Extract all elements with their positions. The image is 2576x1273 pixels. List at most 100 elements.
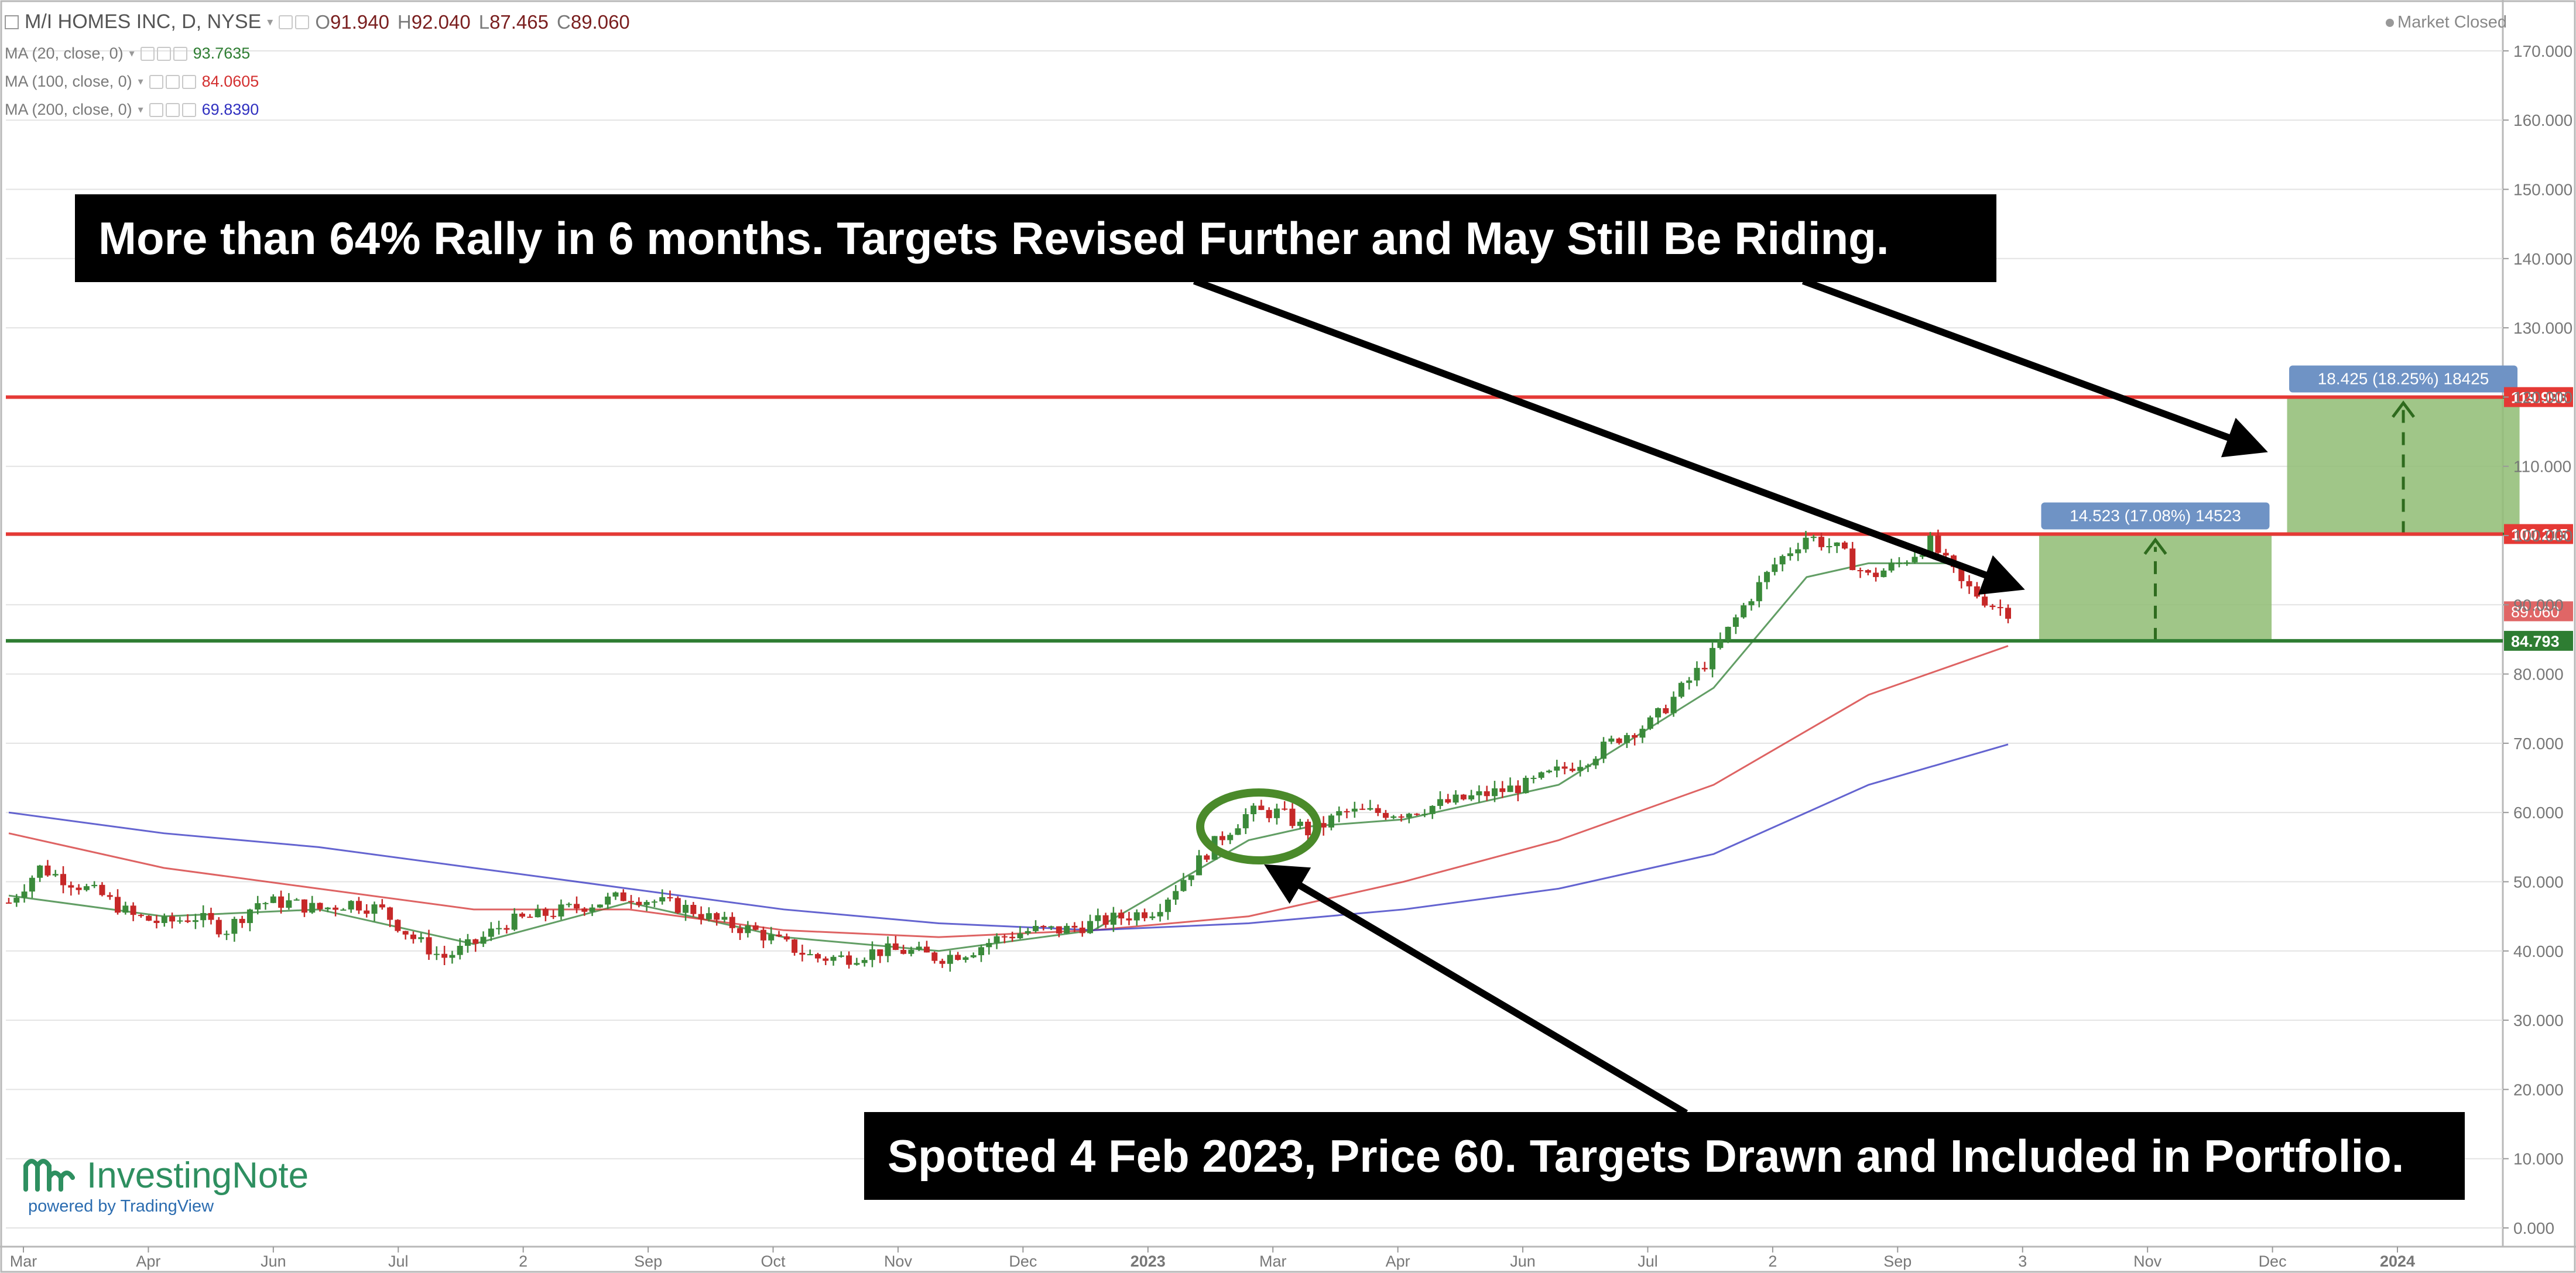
indicator-controls[interactable] [149,102,196,117]
candle-body [846,955,852,965]
candle-body [705,913,712,919]
series-controls[interactable] [279,15,310,29]
y-tick-label: 30.000 [2513,1011,2564,1030]
candle-body [1118,912,1125,919]
candle-body [1219,836,1225,840]
logo-name: InvestingNote [87,1155,309,1196]
symbol-title[interactable]: M/I HOMES INC, D, NYSE [25,11,262,33]
candle-body [1647,717,1653,729]
candle-body [1064,925,1070,934]
candle-body [317,903,323,910]
indicator-row[interactable]: MA (100, close, 0) ▾ 84.0605 [5,73,259,91]
candle-body [1546,770,1553,773]
candle-body [1935,536,1941,553]
market-status-text: Market Closed [2397,13,2507,32]
candle-body [239,918,245,924]
candle-body [1025,931,1031,934]
candle-body [612,892,619,897]
candle-body [99,884,105,895]
candle-body [1623,735,1630,743]
target-boxes: 14.523 (17.08%) 14523 18.425 (18.25%) 184… [2039,365,2520,643]
candle-body [667,897,673,898]
candle-body [1997,607,2003,609]
ohlc-key: H [397,11,412,33]
candle-body [449,955,455,958]
ohlc-value: 92.040 [411,11,471,33]
candle-body [814,954,821,959]
candle-body [854,963,860,965]
candle-body [340,909,347,911]
y-tick-label: 60.000 [2513,804,2564,822]
chevron-down-icon[interactable]: ▾ [129,47,135,59]
candle-body [994,936,1000,943]
candle-body [1133,912,1140,921]
candle-body [1880,570,1887,577]
candle-body [698,914,704,919]
candle-body [309,903,316,913]
candle-body [1616,738,1622,743]
x-tick-label: Jun [1510,1253,1536,1270]
x-axis: Mar Apr Jun Jul 2 Sep Oct Nov Dec 2023 Mar Apr Jun Ju… [10,1247,2415,1270]
candle-body [792,939,798,953]
candle-body [1663,708,1669,713]
candle-body [1966,581,1972,586]
candle-body [1048,926,1054,928]
indicator-value: 69.8390 [201,101,259,118]
chevron-down-icon[interactable]: ▾ [267,16,273,29]
indicator-value: 84.0605 [201,73,259,90]
ohlc-value: 89.060 [570,11,630,33]
candle-body [1670,696,1677,713]
candle-body [1017,933,1023,939]
x-tick-label: Jun [261,1253,286,1270]
candle-body [293,899,300,901]
candle-body [978,947,984,956]
collapse-icon[interactable] [5,15,19,29]
candle-body [278,896,285,908]
indicator-row[interactable]: MA (200, close, 0) ▾ 69.8390 [5,101,259,119]
candle-body [1974,586,1980,597]
candle-body [1289,808,1296,826]
candle-body [255,903,261,910]
indicator-controls[interactable] [149,74,196,89]
candle-body [52,874,59,876]
candle-body [1040,926,1047,928]
candle-body [192,920,198,922]
indicator-row[interactable]: MA (20, close, 0) ▾ 93.7635 [5,44,250,63]
candle-body [418,937,424,939]
chevron-down-icon[interactable]: ▾ [138,104,143,115]
candle-body [1164,900,1171,912]
candle-body [1460,794,1467,800]
candle-body [488,928,494,937]
candle-body [1382,813,1389,818]
investingnote-logo[interactable]: InvestingNote [23,1154,309,1196]
candle-body [1927,536,1934,555]
candle-body [1888,562,1895,571]
candle-body [1694,668,1700,681]
ohlc-key: L [478,11,490,33]
candle-body [153,921,160,924]
candle-body [947,955,953,964]
price-level-label: 119.996 [2511,389,2567,406]
chevron-down-icon[interactable]: ▾ [138,76,143,87]
candle-body [1732,617,1739,627]
market-status: Market Closed [2386,13,2507,32]
candle-body [721,917,728,920]
candle-body [1795,549,1801,554]
y-tick-label: 130.000 [2513,319,2572,337]
y-tick-label: 110.000 [2513,458,2571,476]
y-tick-label: 160.000 [2513,111,2572,129]
candle-body [1810,537,1817,538]
candle-body [364,910,370,914]
y-tick-label: 140.000 [2513,250,2572,268]
candle-body [674,898,681,913]
candle-body [1803,537,1809,550]
candle-body [1258,805,1265,810]
candle-body [387,907,393,920]
x-tick-label: Dec [1009,1253,1037,1270]
ohlc-value: 91.940 [330,11,389,33]
indicator-controls[interactable] [140,46,187,61]
candle-body [1561,766,1568,769]
candle-body [1710,648,1716,670]
candle-body [91,884,98,887]
